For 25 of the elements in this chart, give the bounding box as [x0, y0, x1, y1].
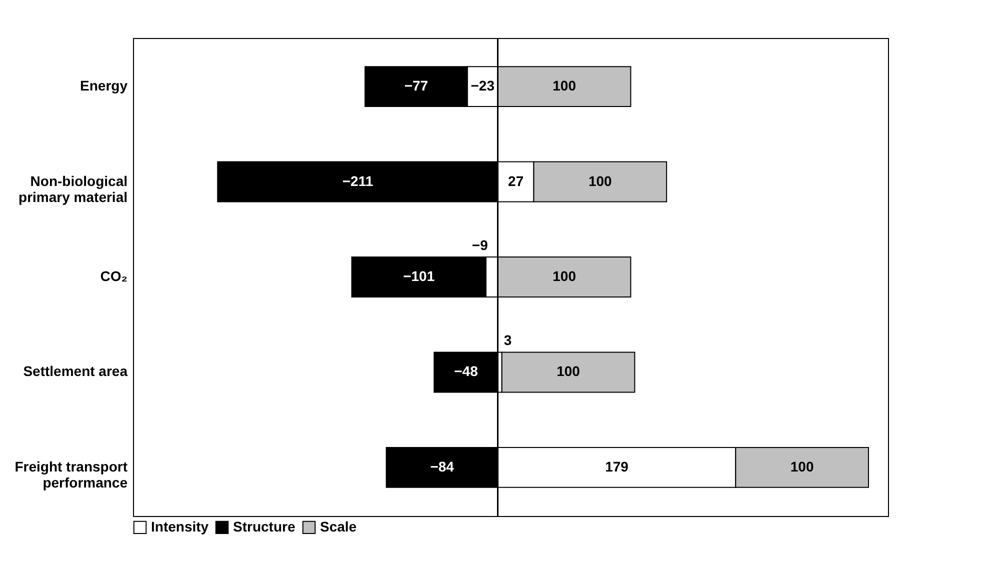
bar: [501, 352, 636, 393]
data-label: 179: [605, 458, 629, 474]
y-tick-label: Energy: [80, 78, 128, 94]
data-label: 100: [790, 458, 814, 474]
y-tick-label: Settlement area: [23, 363, 128, 380]
data-label: −9: [472, 237, 488, 253]
legend-label: Intensity: [151, 518, 209, 534]
data-label: 100: [552, 268, 576, 284]
data-label: −48: [454, 363, 478, 380]
data-label: 27: [508, 172, 524, 189]
data-label: 100: [552, 78, 576, 94]
data-label: −101: [403, 268, 435, 284]
data-label: −77: [404, 78, 428, 94]
data-label: −211: [342, 172, 374, 189]
data-label: −23: [470, 78, 495, 94]
data-label: 100: [556, 363, 580, 380]
data-label: 3: [504, 332, 512, 348]
legend-label: Scale: [320, 518, 357, 534]
legend-label: Structure: [233, 518, 296, 534]
y-tick-label: Freight transport performance: [14, 458, 128, 490]
y-tick-label: CO₂: [100, 268, 128, 284]
y-tick-label: Non-biological primary material: [18, 172, 128, 205]
bar: [434, 352, 498, 393]
data-label: −84: [430, 458, 454, 474]
data-label: 100: [588, 172, 612, 189]
